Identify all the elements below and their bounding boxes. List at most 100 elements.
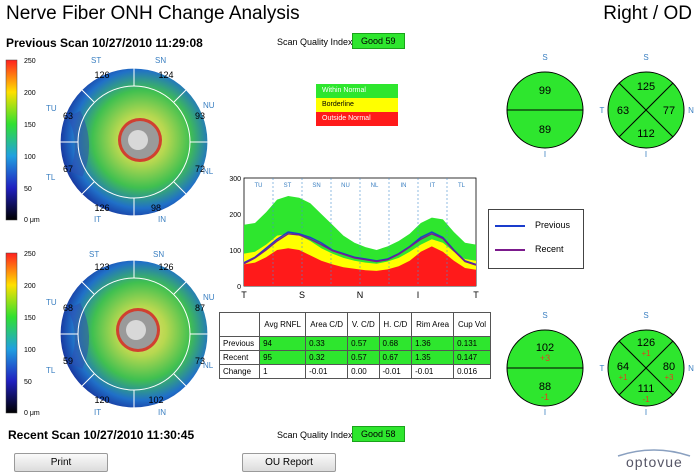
ou-report-button[interactable]: OU Report: [242, 453, 336, 472]
colorbar-tick: 0 μm: [24, 410, 40, 417]
quad-value-nasal: 80: [663, 361, 675, 373]
onh-value-it: 126: [94, 203, 109, 213]
legend-previous-label: Previous: [535, 220, 571, 230]
sector-label-tu: TU: [46, 298, 57, 307]
legend-outside-normal: Outside Normal: [316, 112, 398, 126]
half-label-i: I: [544, 408, 546, 416]
print-button[interactable]: Print: [14, 453, 108, 472]
quad-label-s: S: [643, 311, 648, 320]
page-title: Nerve Fiber ONH Change Analysis: [6, 3, 300, 24]
onh-value-in: 102: [148, 395, 163, 405]
onh-value-nl: 73: [195, 356, 205, 366]
colorbar-tick: 200: [24, 90, 36, 97]
previous-sqi-badge: Good 59: [352, 33, 405, 49]
tsnit-sector-label: TL: [458, 183, 466, 189]
tsnit-sector-label: TU: [255, 183, 263, 189]
quadrant-chart-recent: S I T N 126 +1 64 +1 80 +3 111 -1: [600, 311, 695, 416]
colorbar-tick: 200: [24, 283, 36, 290]
eye-label: Right / OD: [603, 3, 692, 24]
quad-value-superior: 126: [637, 337, 655, 349]
sector-label-tl: TL: [46, 173, 56, 182]
table-cell: 0.32: [305, 350, 349, 365]
logo-swoosh-icon: [617, 449, 691, 457]
colorbar-tick: 100: [24, 154, 36, 161]
sector-label-tu: TU: [46, 104, 57, 113]
quad-delta-superior: +1: [641, 349, 651, 358]
onh-value-tl: 59: [63, 356, 73, 366]
sector-label-in: IN: [158, 408, 166, 417]
legend-borderline: Borderline: [316, 98, 398, 112]
tsnit-y-tick: 300: [229, 176, 241, 183]
table-cell: 1.35: [411, 350, 455, 365]
tsnit-sector-label: NU: [341, 183, 350, 189]
quad-value-temporal: 64: [617, 361, 629, 373]
colorbar-tick: 250: [24, 251, 36, 258]
legend-within-normal: Within Normal: [316, 84, 398, 98]
table-cell: 0.67: [378, 350, 413, 365]
quad-label-i: I: [645, 408, 647, 416]
tsnit-sector-label: ST: [284, 183, 292, 189]
thickness-colorbar-previous: 250 200 150 100 50 0 μm: [5, 58, 40, 224]
table-cell: 0.33: [305, 336, 349, 351]
table-cell: Change: [218, 364, 261, 379]
onh-value-tu: 68: [63, 303, 73, 313]
table-header: Area C/D: [305, 312, 349, 337]
table-header: V. C/D: [347, 312, 380, 337]
table-cell: 0.016: [453, 364, 491, 379]
table-cell: 95: [259, 350, 307, 365]
table-cell: 0.147: [453, 350, 491, 365]
thickness-colorbar-recent: 250 200 150 100 50 0 μm: [5, 251, 40, 417]
tsnit-sector-label: IT: [430, 183, 436, 189]
table-cell: -0.01: [378, 364, 413, 379]
colorbar-tick: 50: [24, 186, 32, 193]
quad-value-superior: 125: [637, 81, 655, 93]
table-header: Rim Area: [411, 312, 455, 337]
onh-value-sn: 124: [158, 70, 173, 80]
quad-label-n: N: [688, 364, 694, 373]
colorbar-tick: 150: [24, 315, 36, 322]
tsnit-x-label: I: [417, 290, 420, 300]
half-value-inferior: 88: [539, 381, 551, 393]
onh-value-it: 120: [94, 395, 109, 405]
onh-map-previous: 126 124 93 72 98 126 67 63: [59, 67, 209, 217]
table-cell: 0.00: [347, 364, 380, 379]
colorbar-tick: 0 μm: [24, 217, 40, 224]
quad-value-inferior: 111: [638, 383, 655, 395]
table-header: Cup Vol: [453, 312, 491, 337]
table-header: [218, 312, 261, 337]
onh-value-st: 123: [94, 262, 109, 272]
table-cell: 0.131: [453, 336, 491, 351]
quad-delta-temporal: +1: [618, 373, 628, 382]
onh-value-sn: 126: [158, 262, 173, 272]
tsnit-sector-label: IN: [401, 183, 407, 189]
sector-label-tl: TL: [46, 366, 56, 375]
onh-value-tl: 67: [63, 164, 73, 174]
normative-legend: Within Normal Borderline Outside Normal: [316, 84, 398, 126]
sector-label-st: ST: [89, 250, 100, 259]
tsnit-y-tick: 0: [237, 284, 241, 291]
onh-value-nl: 72: [195, 164, 205, 174]
sector-label-it: IT: [94, 408, 102, 417]
tsnit-x-label: T: [241, 290, 247, 300]
quad-label-s: S: [643, 53, 648, 62]
table-header: H. C/D: [378, 312, 413, 337]
half-value-superior: 99: [539, 85, 551, 97]
sector-label-it: IT: [94, 215, 102, 224]
colorbar-tick: 100: [24, 347, 36, 354]
sector-label-nl: NL: [203, 167, 214, 176]
table-cell: 94: [259, 336, 307, 351]
tsnit-y-tick: 200: [229, 212, 241, 219]
sector-label-nl: NL: [203, 361, 214, 370]
tsnit-y-tick: 100: [229, 248, 241, 255]
half-label-s: S: [542, 53, 547, 62]
table-row: Previous 94 0.33 0.57 0.68 1.36 0.131: [218, 336, 491, 351]
table-cell: 1.36: [411, 336, 455, 351]
colorbar-tick: 250: [24, 58, 36, 65]
sector-label-nu: NU: [203, 293, 215, 302]
quad-value-nasal: 77: [663, 105, 675, 117]
quad-label-i: I: [645, 150, 647, 158]
sector-label-sn: SN: [153, 250, 165, 259]
recent-sqi-badge: Good 58: [352, 426, 405, 442]
table-cell: Previous: [218, 336, 261, 351]
half-value-inferior: 89: [539, 124, 551, 136]
